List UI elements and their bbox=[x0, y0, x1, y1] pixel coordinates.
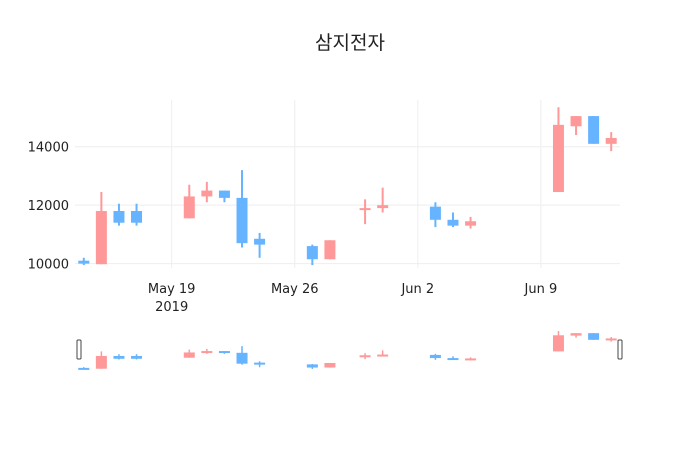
x-tick-year: 2019 bbox=[155, 300, 188, 315]
candle bbox=[201, 181, 213, 203]
candle bbox=[131, 354, 143, 360]
candle bbox=[570, 333, 582, 338]
candle bbox=[236, 346, 248, 365]
candle bbox=[359, 353, 371, 360]
candle bbox=[377, 187, 389, 213]
y-axis: 10000 12000 14000 bbox=[28, 141, 69, 273]
candle bbox=[95, 351, 107, 369]
candle bbox=[588, 333, 600, 340]
x-tick-label: Jun 9 bbox=[524, 282, 558, 297]
candle bbox=[605, 132, 617, 152]
y-tick-label: 10000 bbox=[28, 258, 69, 273]
candle bbox=[254, 232, 266, 258]
candle bbox=[324, 240, 336, 260]
y-tick-label: 14000 bbox=[28, 141, 69, 156]
gridlines bbox=[75, 100, 620, 268]
candle bbox=[377, 350, 389, 357]
candle bbox=[183, 349, 195, 358]
candle bbox=[359, 199, 371, 225]
x-tick-label: Jun 2 bbox=[400, 282, 434, 297]
candle bbox=[236, 170, 248, 248]
y-tick-label: 12000 bbox=[28, 199, 69, 214]
candle bbox=[588, 116, 600, 144]
candle bbox=[113, 203, 125, 226]
candle bbox=[78, 367, 90, 370]
candle bbox=[218, 351, 230, 354]
candle bbox=[254, 361, 266, 368]
range-slider[interactable] bbox=[76, 331, 623, 370]
candle bbox=[95, 192, 107, 265]
x-tick-label: May 26 bbox=[271, 282, 319, 297]
candle bbox=[429, 202, 441, 228]
candle bbox=[183, 184, 195, 219]
candle bbox=[465, 357, 477, 361]
candle bbox=[447, 212, 459, 228]
candle bbox=[201, 348, 213, 354]
range-slider-right-handle[interactable] bbox=[617, 339, 623, 360]
candle bbox=[306, 364, 318, 369]
candle bbox=[552, 331, 564, 352]
candle bbox=[605, 337, 617, 342]
candle bbox=[429, 353, 441, 360]
range-slider-left-handle[interactable] bbox=[76, 339, 82, 360]
candle bbox=[465, 216, 477, 229]
candles-main bbox=[78, 107, 617, 266]
x-axis: May 19 2019 May 26 Jun 2 Jun 9 bbox=[148, 282, 557, 315]
candle bbox=[306, 244, 318, 266]
candle bbox=[570, 116, 582, 136]
candle bbox=[552, 107, 564, 193]
candle bbox=[218, 190, 230, 203]
candle bbox=[324, 362, 336, 368]
x-tick-label: May 19 bbox=[148, 282, 196, 297]
candle bbox=[447, 356, 459, 361]
candle bbox=[113, 354, 125, 360]
candle bbox=[78, 257, 90, 266]
chart-title: 삼지전자 bbox=[315, 32, 385, 54]
candle bbox=[131, 203, 143, 226]
